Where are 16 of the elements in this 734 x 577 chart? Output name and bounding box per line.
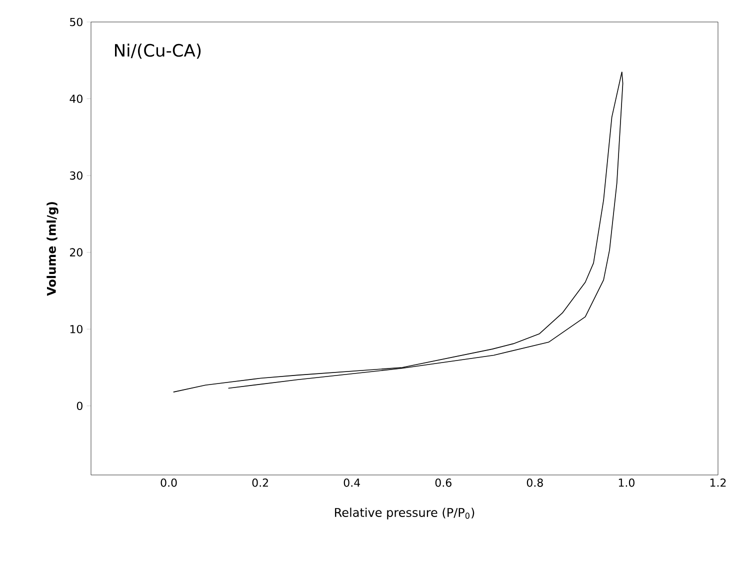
y-tick-label: 0 — [76, 402, 82, 410]
x-tick-label: 0.6 — [435, 478, 452, 487]
x-tick-label: 1.0 — [618, 478, 634, 487]
x-tick-label: 0.0 — [160, 478, 177, 487]
y-tick-label: 40 — [70, 94, 82, 103]
x-tick-label: 1.2 — [710, 478, 726, 487]
x-tick-label: 0.8 — [526, 478, 543, 487]
y-tick-label: 50 — [70, 18, 82, 26]
y-axis-title: Volume (ml/g) — [46, 202, 58, 296]
x-axis-title: Relative pressure (P/P$_{0}$) — [335, 508, 474, 520]
x-tick-label: 0.2 — [252, 478, 268, 487]
x-tick-label: 0.4 — [344, 478, 360, 487]
annotation: Ni/(Cu-CA) — [115, 44, 201, 59]
y-tick-label: 30 — [70, 171, 82, 180]
y-tick-label: 10 — [70, 324, 82, 334]
y-tick-label: 20 — [70, 248, 82, 256]
